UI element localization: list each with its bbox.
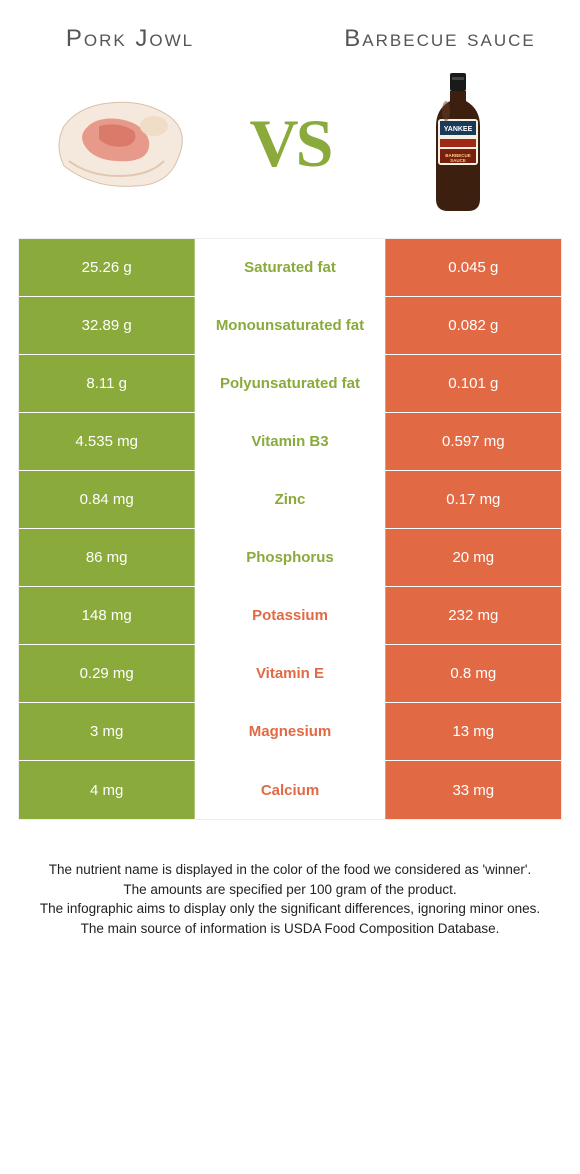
nutrient-label-cell: Zinc: [195, 471, 384, 528]
left-value-cell: 86 mg: [19, 529, 195, 586]
images-row: VS YANKEE BARBECUE SAUCE: [0, 68, 580, 238]
right-value-cell: 0.101 g: [385, 355, 561, 412]
footer-line-3: The infographic aims to display only the…: [35, 899, 545, 919]
left-value-cell: 0.29 mg: [19, 645, 195, 702]
nutrient-label-cell: Polyunsaturated fat: [195, 355, 384, 412]
table-row: 148 mgPotassium232 mg: [19, 587, 561, 645]
footer-line-2: The amounts are specified per 100 gram o…: [35, 880, 545, 900]
table-row: 32.89 gMonounsaturated fat0.082 g: [19, 297, 561, 355]
footer-line-1: The nutrient name is displayed in the co…: [35, 860, 545, 880]
right-value-cell: 0.045 g: [385, 239, 561, 296]
right-value-cell: 33 mg: [385, 761, 561, 819]
table-row: 4.535 mgVitamin B30.597 mg: [19, 413, 561, 471]
left-value-cell: 8.11 g: [19, 355, 195, 412]
right-value-cell: 0.082 g: [385, 297, 561, 354]
left-value-cell: 25.26 g: [19, 239, 195, 296]
table-row: 4 mgCalcium33 mg: [19, 761, 561, 819]
bbq-sauce-bottle-icon: YANKEE BARBECUE SAUCE: [423, 71, 493, 216]
table-row: 8.11 gPolyunsaturated fat0.101 g: [19, 355, 561, 413]
left-value-cell: 148 mg: [19, 587, 195, 644]
table-row: 25.26 gSaturated fat0.045 g: [19, 239, 561, 297]
table-row: 0.29 mgVitamin E0.8 mg: [19, 645, 561, 703]
nutrient-label-cell: Magnesium: [195, 703, 384, 760]
nutrient-label-cell: Monounsaturated fat: [195, 297, 384, 354]
nutrient-label-cell: Calcium: [195, 761, 384, 819]
nutrient-label-cell: Saturated fat: [195, 239, 384, 296]
left-value-cell: 3 mg: [19, 703, 195, 760]
nutrient-label-cell: Vitamin E: [195, 645, 384, 702]
table-row: 3 mgMagnesium13 mg: [19, 703, 561, 761]
left-value-cell: 0.84 mg: [19, 471, 195, 528]
table-row: 86 mgPhosphorus20 mg: [19, 529, 561, 587]
right-value-cell: 13 mg: [385, 703, 561, 760]
right-value-cell: 20 mg: [385, 529, 561, 586]
nutrient-label-cell: Phosphorus: [195, 529, 384, 586]
table-row: 0.84 mgZinc0.17 mg: [19, 471, 561, 529]
footer-line-4: The main source of information is USDA F…: [35, 919, 545, 939]
left-food-image: [47, 78, 197, 208]
svg-text:YANKEE: YANKEE: [444, 126, 473, 133]
right-value-cell: 0.8 mg: [385, 645, 561, 702]
right-food-title: Barbecue sauce: [330, 25, 550, 53]
right-value-cell: 232 mg: [385, 587, 561, 644]
vs-label: VS: [250, 104, 331, 183]
left-value-cell: 4.535 mg: [19, 413, 195, 470]
comparison-table: 25.26 gSaturated fat0.045 g32.89 gMonoun…: [18, 238, 562, 820]
nutrient-label-cell: Potassium: [195, 587, 384, 644]
nutrient-label-cell: Vitamin B3: [195, 413, 384, 470]
header: Pork Jowl Barbecue sauce: [0, 0, 580, 68]
footer-notes: The nutrient name is displayed in the co…: [0, 820, 580, 958]
svg-text:SAUCE: SAUCE: [451, 158, 467, 163]
left-food-title: Pork Jowl: [30, 25, 230, 53]
right-value-cell: 0.17 mg: [385, 471, 561, 528]
left-title-text: Pork Jowl: [66, 25, 194, 52]
left-value-cell: 32.89 g: [19, 297, 195, 354]
right-title-text: Barbecue sauce: [344, 25, 535, 52]
right-food-image: YANKEE BARBECUE SAUCE: [383, 78, 533, 208]
pork-jowl-icon: [49, 91, 194, 196]
left-value-cell: 4 mg: [19, 761, 195, 819]
right-value-cell: 0.597 mg: [385, 413, 561, 470]
